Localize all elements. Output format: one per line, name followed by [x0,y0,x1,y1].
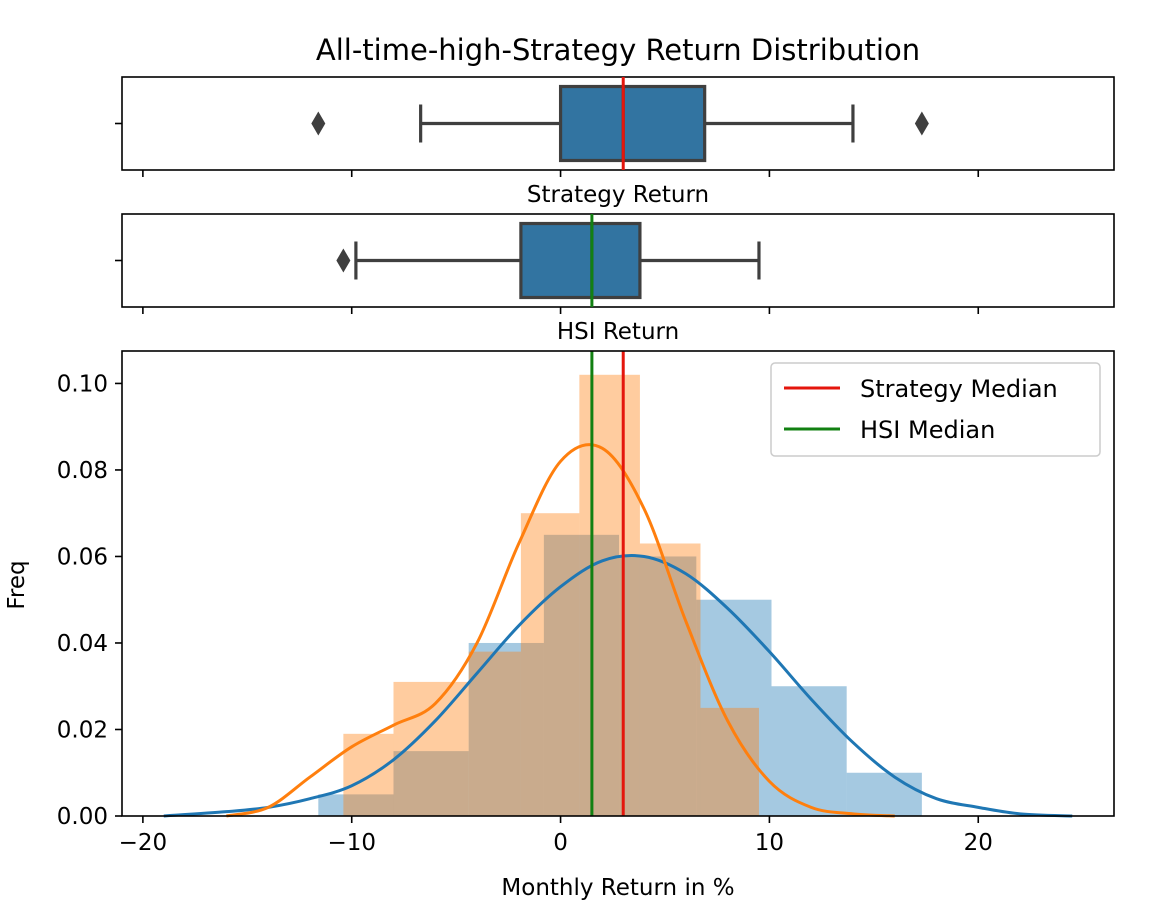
x-tick-label: 10 [755,830,784,856]
y-tick-label: 0.04 [57,631,108,657]
y-tick-label: 0.06 [57,544,108,570]
strategy-hist-bar [771,686,847,816]
histogram-panel: −20 −10 0 10 20 0.00 0.02 0.04 0.06 0.08 0.10 [57,350,1115,856]
x-axis-label: Monthly Return in % [501,875,734,901]
strategy-hist-bar [846,772,922,816]
strategy-hist-bar [468,642,544,816]
strategy-box [558,84,707,163]
hsi-boxplot-label: HSI Return [557,319,679,345]
hsi-hist-bar [520,513,580,816]
hsi-boxplot-panel [115,213,1115,314]
hsi-kde-curve [226,443,895,818]
strategy-outlier [914,111,929,136]
hsi-outlier [336,248,351,273]
y-tick-label: 0.00 [57,804,108,830]
strategy-hist-bar [619,556,697,816]
x-tick-label: −20 [119,830,168,856]
x-tick-label: −10 [327,830,376,856]
strategy-hist-bar [696,599,772,816]
hsi-hist-bar [639,543,701,816]
legend-frame [770,362,1101,457]
hsi-box [519,221,642,300]
y-tick-label: 0.02 [57,717,108,743]
y-tick-label: 0.08 [57,458,108,484]
legend: Strategy Median HSI Median [770,362,1101,457]
strategy-boxplot-label: Strategy Return [527,182,709,208]
strategy-boxplot-panel [115,76,1115,177]
strategy-hist-bar [543,534,620,816]
legend-hsi-median-label: HSI Median [860,416,995,444]
histogram-frame [121,350,1115,817]
hsi-hist-bar [468,651,521,816]
x-tick-label: 0 [553,830,568,856]
strategy-hist-bar [318,794,394,816]
strategy-outlier [311,111,326,136]
y-tick-label: 0.10 [57,371,108,397]
chart-title: All-time-high-Strategy Return Distributi… [316,33,920,67]
x-tick-label: 20 [964,830,993,856]
strategy-hist-bar [393,751,469,816]
legend-strategy-median-label: Strategy Median [860,375,1058,403]
y-axis-label: Freq [4,560,30,609]
hsi-hist-bar [579,374,640,816]
